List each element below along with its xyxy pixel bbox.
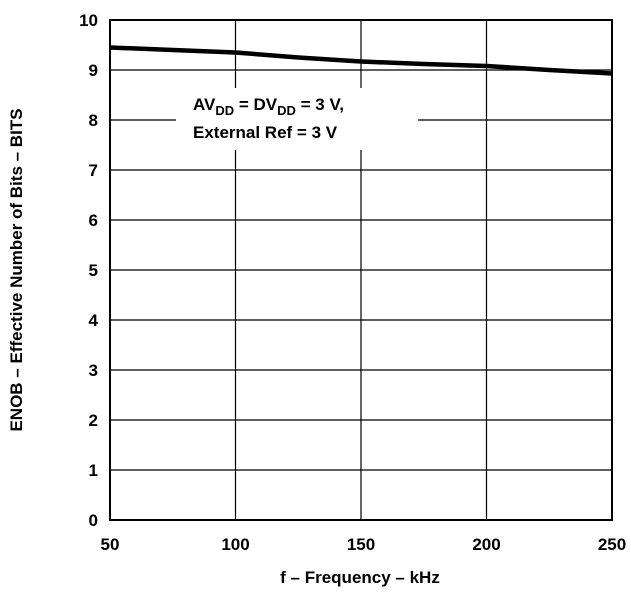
y-tick-label: 7	[89, 161, 98, 180]
series-line	[109, 45, 613, 76]
annotation-subscript-2: DD	[277, 103, 296, 118]
x-tick-label: 250	[598, 535, 626, 554]
y-tick-label: 9	[89, 61, 98, 80]
x-axis-title: f – Frequency – kHz	[280, 568, 440, 587]
x-tick-label: 200	[472, 535, 500, 554]
x-tick-label: 100	[221, 535, 249, 554]
y-tick-label: 8	[89, 111, 98, 130]
annotation-subscript-1: DD	[215, 103, 234, 118]
y-tick-label: 4	[89, 311, 99, 330]
annotation-background	[176, 88, 418, 150]
grid	[109, 19, 613, 521]
plot-frame	[109, 19, 613, 521]
annotation-line-2: External Ref = 3 V	[193, 123, 338, 142]
annotation-part-2: = DV	[234, 95, 278, 114]
y-tick-label: 10	[79, 11, 98, 30]
annotation-part-3: = 3 V,	[296, 95, 344, 114]
x-tick-label: 150	[347, 535, 375, 554]
annotation-line-1: AVDD = DVDD = 3 V,	[193, 95, 344, 118]
y-tick-label: 1	[89, 461, 98, 480]
y-tick-label: 6	[89, 211, 98, 230]
tick-labels: 0 1 2 3 4 5 6 7 8 9 10 50 100 150 200 250	[79, 11, 626, 554]
y-tick-label: 0	[89, 511, 98, 530]
series-layer	[109, 45, 613, 76]
y-tick-label: 5	[89, 261, 98, 280]
x-tick-label: 50	[101, 535, 120, 554]
y-axis-title: ENOB – Effective Number of Bits – BITS	[7, 108, 26, 431]
y-tick-label: 2	[89, 411, 98, 430]
y-tick-label: 3	[89, 361, 98, 380]
annotation-part-1: AV	[193, 95, 216, 114]
